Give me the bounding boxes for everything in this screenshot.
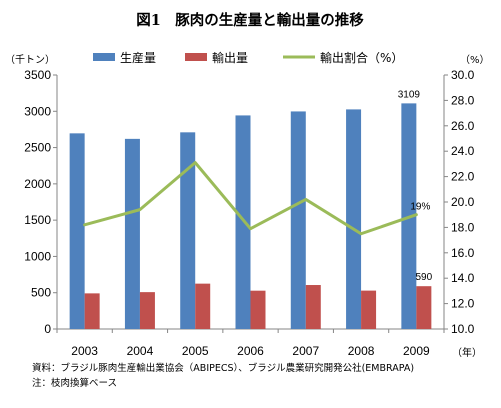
bar-export-2008 (361, 290, 377, 329)
right-axis-unit: （%） (460, 54, 490, 66)
data-label: 590 (416, 272, 433, 283)
legend-label: 輸出量 (212, 50, 248, 65)
bar-production-2005 (180, 132, 196, 329)
bar-export-2007 (305, 285, 321, 329)
right-tick-label: 22.0 (451, 170, 475, 184)
x-tick-label: 2006 (237, 344, 264, 358)
chart-title: 図1 豚肉の生産量と輸出量の推移 (136, 11, 364, 29)
bar-production-2003 (69, 133, 85, 329)
right-tick-label: 10.0 (451, 322, 475, 336)
bar-export-2009 (416, 286, 432, 329)
left-tick-label: 3000 (24, 104, 51, 118)
right-tick-label: 14.0 (451, 271, 475, 285)
right-tick-label: 30.0 (451, 68, 475, 82)
legend-label: 生産量 (120, 50, 156, 65)
left-tick-label: 1500 (24, 213, 51, 227)
x-axis-unit: （年） (452, 346, 482, 359)
x-tick-label: 2005 (182, 344, 209, 358)
export-ratio-line (83, 161, 418, 236)
footnote: 注：枝肉換算ベース (32, 378, 118, 389)
bar-export-2003 (84, 293, 100, 329)
bar-production-2007 (290, 111, 306, 330)
x-tick-label: 2007 (292, 344, 319, 358)
right-tick-label: 16.0 (451, 246, 475, 260)
legend: 生産量 輸出量 輸出割合（%） (93, 50, 403, 65)
bar-export-2004 (139, 292, 155, 329)
bar-production-2004 (124, 138, 140, 329)
bar-export-2006 (250, 290, 266, 329)
plot-area: 0 500 1000 1500 2000 2500 3000 3500 10.0 12.0 14.0… (24, 68, 474, 358)
x-tick-label: 2003 (71, 344, 98, 358)
data-label: 19% (410, 202, 430, 213)
bar-export-2005 (195, 283, 211, 329)
left-tick-label: 3500 (24, 68, 51, 82)
legend-swatch-export (185, 53, 207, 61)
legend-label: 輸出割合（%） (320, 50, 403, 65)
right-tick-label: 28.0 (451, 93, 475, 107)
x-tick-label: 2004 (127, 344, 154, 358)
right-tick-label: 26.0 (451, 119, 475, 133)
right-tick-label: 24.0 (451, 144, 475, 158)
left-tick-label: 2000 (24, 177, 51, 191)
bar-production-2006 (235, 115, 251, 329)
data-label: 3109 (398, 89, 421, 100)
right-tick-label: 12.0 (451, 297, 475, 311)
left-tick-label: 0 (44, 322, 51, 336)
x-tick-label: 2008 (348, 344, 375, 358)
x-tick-label: 2009 (403, 344, 430, 358)
legend-swatch-production (93, 53, 115, 61)
right-tick-label: 20.0 (451, 195, 475, 209)
left-axis-unit: （千トン） (5, 54, 55, 66)
left-tick-label: 1000 (24, 249, 51, 263)
bar-production-2008 (346, 109, 362, 329)
left-tick-label: 500 (31, 286, 51, 300)
right-tick-label: 18.0 (451, 220, 475, 234)
source-note: 資料：ブラジル豚肉生産輸出業協会（ABIPECS）、ブラジル農業研究開発公社(E… (32, 363, 415, 374)
left-tick-label: 2500 (24, 141, 51, 155)
